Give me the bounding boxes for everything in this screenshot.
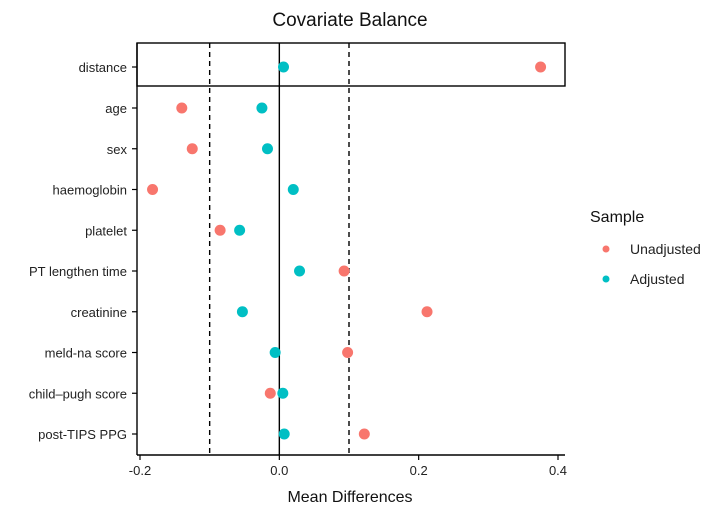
point-unadjusted-10 [358,428,370,440]
point-unadjusted-6 [338,265,350,277]
x-tick-label: 0.0 [270,463,288,478]
y-tick-label: distance [79,60,127,75]
y-tick-label: platelet [85,223,127,238]
x-axis: -0.2 0.0 0.2 0.4 [129,455,567,478]
point-adjusted-9 [277,387,289,399]
legend-key-adjusted [602,275,610,283]
y-axis: distance age sex haemoglobin platelet PT leng… [29,60,137,442]
point-unadjusted-7 [421,306,433,318]
y-tick-label: child–pugh score [29,386,127,401]
point-adjusted-3 [261,143,273,155]
point-unadjusted-1 [535,61,547,73]
y-tick-label: post-TIPS PPG [38,427,127,442]
x-tick-label: 0.2 [410,463,428,478]
y-tick-label: creatinine [71,305,127,320]
point-unadjusted-8 [342,347,354,358]
point-adjusted-5 [234,224,246,236]
chart-title: Covariate Balance [272,10,427,31]
point-adjusted-4 [287,184,299,195]
legend-title: Sample [590,209,644,226]
point-unadjusted-3 [186,143,198,155]
x-tick-label: -0.2 [129,463,151,478]
plot-panel [136,42,566,456]
y-tick-label: meld-na score [45,346,127,361]
point-unadjusted-4 [147,184,159,195]
y-tick-label: sex [107,142,128,157]
point-adjusted-1 [278,61,290,73]
legend-label-adjusted: Adjusted [630,271,684,287]
point-adjusted-2 [256,102,268,114]
y-tick-label: PT lengthen time [29,264,127,279]
point-unadjusted-2 [176,102,188,114]
y-tick-label: haemoglobin [53,183,127,198]
point-unadjusted-9 [264,387,276,399]
legend-key-unadjusted [602,245,610,253]
distance-panel-border [136,42,566,87]
point-adjusted-7 [236,306,248,318]
point-adjusted-8 [269,347,281,358]
point-adjusted-6 [294,265,306,277]
x-tick-label: 0.4 [549,463,567,478]
data-points [147,61,547,440]
point-adjusted-10 [278,428,290,440]
x-axis-title: Mean Differences [287,489,412,506]
point-unadjusted-5 [214,224,226,236]
legend-label-unadjusted: Unadjusted [630,241,701,257]
legend: Sample Unadjusted Adjusted [590,209,701,287]
y-tick-label: age [105,101,127,116]
